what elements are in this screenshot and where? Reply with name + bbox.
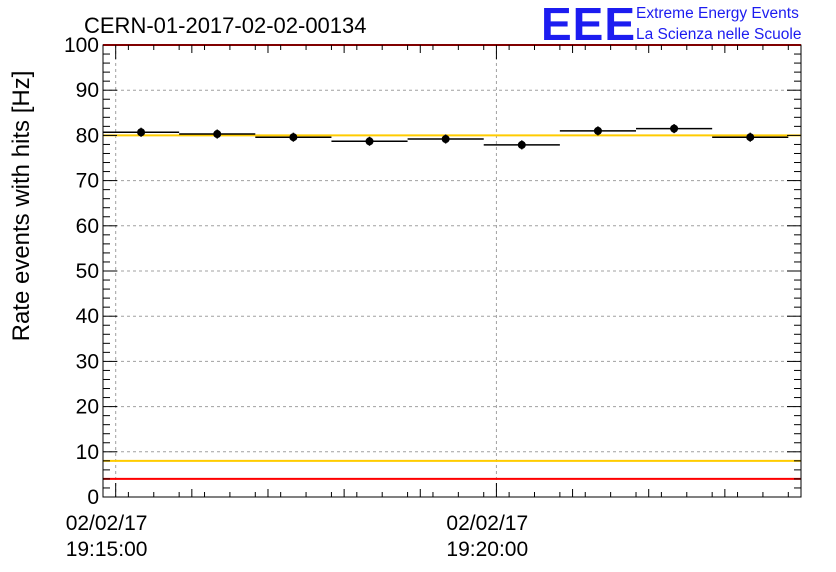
data-point xyxy=(670,124,679,133)
data-point xyxy=(593,126,602,135)
data-points xyxy=(103,124,789,150)
y-tick-label: 70 xyxy=(76,170,99,193)
y-tick-label: 80 xyxy=(76,124,99,147)
x-tick-label-date: 02/02/17 xyxy=(446,512,528,535)
y-tick-label: 90 xyxy=(76,79,99,102)
eee-logo-mark: EEE xyxy=(541,0,636,50)
chart-title: CERN-01-2017-02-02-00134 xyxy=(84,13,367,38)
y-tick-label: 10 xyxy=(76,441,99,464)
y-tick-label: 60 xyxy=(76,215,99,238)
eee-logo: EEE Extreme Energy Events La Scienza nel… xyxy=(541,0,801,50)
reference-lines xyxy=(103,44,801,480)
y-tick-label: 40 xyxy=(76,305,99,328)
data-point xyxy=(137,128,146,137)
logo-text-line-2: La Scienza nelle Scuole xyxy=(636,26,801,43)
y-axis-label: Rate events with hits [Hz] xyxy=(8,71,35,342)
y-tick-label: 100 xyxy=(64,34,99,57)
x-tick-label-date: 02/02/17 xyxy=(66,512,148,535)
data-point xyxy=(365,137,374,146)
plot-frame xyxy=(102,44,802,498)
y-tick-label: 30 xyxy=(76,350,99,373)
tick-labels: 0 10 20 30 40 50 60 70 80 90 100 02/02/17 19:15:00 02… xyxy=(64,34,528,561)
grid xyxy=(103,45,801,497)
data-point xyxy=(213,130,222,139)
data-point xyxy=(517,140,526,149)
data-point xyxy=(441,135,450,144)
y-tick-label: 50 xyxy=(76,260,99,283)
y-tick-label: 0 xyxy=(87,486,99,509)
logo-text-line-1: Extreme Energy Events xyxy=(636,5,799,22)
x-tick-label-time: 19:20:00 xyxy=(446,538,528,561)
data-point xyxy=(289,133,298,142)
data-point xyxy=(746,133,755,142)
x-tick-label-time: 19:15:00 xyxy=(66,538,148,561)
axis-ticks xyxy=(102,44,802,498)
y-tick-label: 20 xyxy=(76,396,99,419)
